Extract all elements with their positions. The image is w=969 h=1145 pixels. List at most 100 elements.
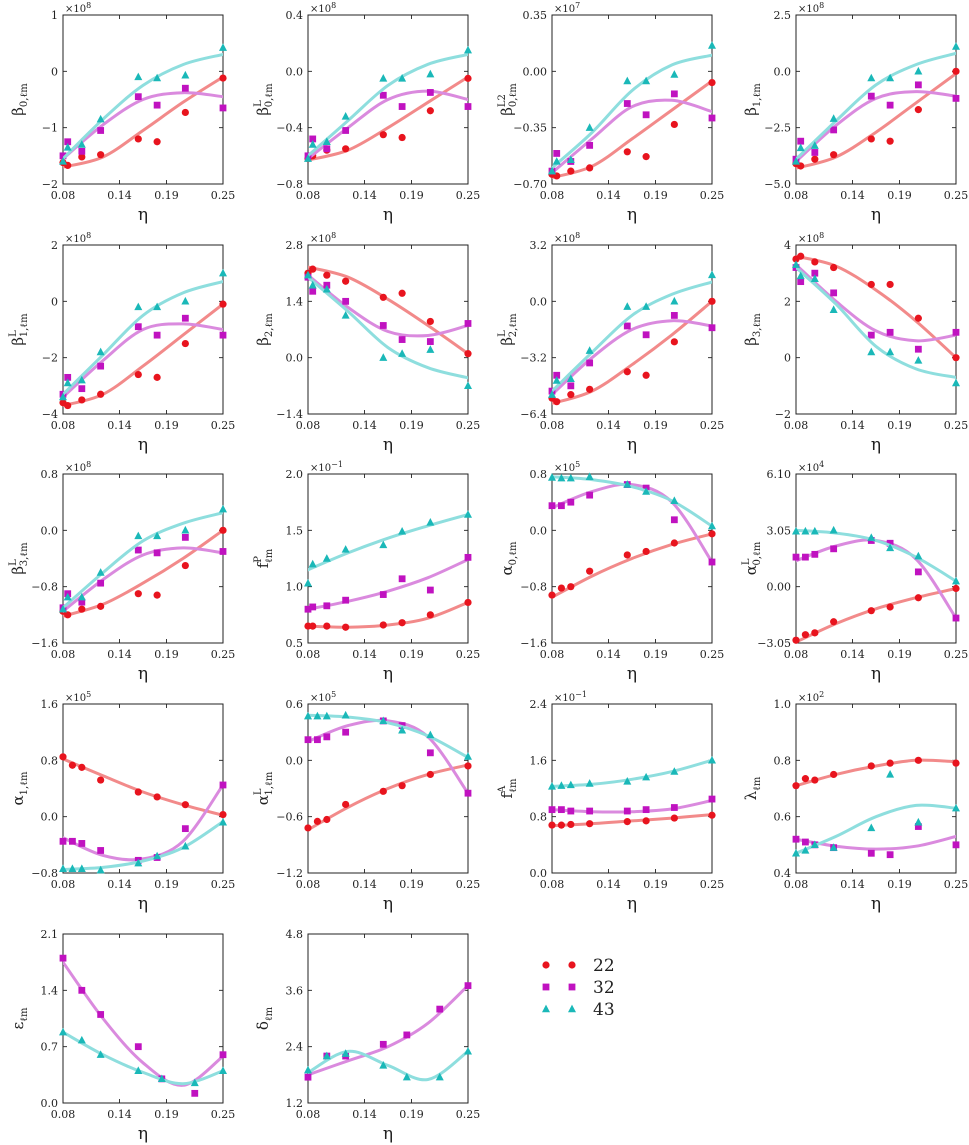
x-tick-label: 0.19 bbox=[154, 189, 179, 202]
data-point-43 bbox=[322, 284, 331, 293]
data-point-22 bbox=[567, 391, 575, 399]
x-tick-label: 0.14 bbox=[107, 1108, 132, 1121]
data-point-22 bbox=[323, 622, 331, 630]
fit-curve-22 bbox=[796, 254, 956, 360]
legend-entry-32: 32 bbox=[542, 978, 615, 998]
series-32 bbox=[59, 314, 227, 399]
data-point-22 bbox=[134, 135, 142, 143]
data-point-22 bbox=[548, 591, 556, 599]
y-axis-label: βL0,ℓm bbox=[253, 83, 275, 116]
data-point-43 bbox=[322, 1051, 331, 1060]
series-43 bbox=[304, 1046, 472, 1082]
data-point-32 bbox=[97, 1011, 105, 1018]
x-tick-label: 0.25 bbox=[456, 1108, 481, 1121]
fit-curve-32 bbox=[796, 90, 956, 163]
fit-curve-43 bbox=[308, 275, 468, 380]
x-tick-label: 0.19 bbox=[399, 419, 424, 432]
data-point-32 bbox=[642, 111, 650, 119]
data-point-22 bbox=[59, 753, 67, 761]
data-point-43 bbox=[308, 280, 317, 289]
data-point-43 bbox=[96, 568, 105, 576]
data-point-32 bbox=[97, 362, 105, 370]
fit-curve-32 bbox=[308, 89, 468, 161]
data-point-22 bbox=[323, 815, 331, 824]
data-point-32 bbox=[464, 320, 472, 327]
data-point-43 bbox=[914, 66, 923, 75]
data-point-43 bbox=[642, 487, 651, 495]
axis-multiplier: ×105 bbox=[310, 690, 336, 704]
data-point-22 bbox=[64, 611, 72, 619]
data-point-43 bbox=[952, 576, 960, 585]
data-point-43 bbox=[153, 73, 162, 82]
data-point-22 bbox=[181, 108, 189, 117]
data-point-32 bbox=[97, 579, 105, 587]
series-32 bbox=[59, 954, 227, 1097]
data-point-43 bbox=[886, 347, 895, 356]
data-point-22 bbox=[398, 619, 406, 627]
data-point-32 bbox=[567, 807, 575, 815]
y-tick-label: 0.0 bbox=[41, 1097, 59, 1110]
data-point-22 bbox=[586, 820, 594, 828]
axis-multiplier: ×107 bbox=[554, 1, 580, 15]
data-point-43 bbox=[181, 525, 190, 534]
data-point-22 bbox=[78, 153, 86, 161]
x-tick-label: 0.08 bbox=[51, 189, 76, 202]
data-point-32 bbox=[403, 1031, 411, 1039]
y-tick-label: 0.0 bbox=[286, 754, 304, 767]
data-point-43 bbox=[642, 302, 651, 310]
y-tick-label: 0.8 bbox=[530, 811, 548, 824]
data-point-32 bbox=[830, 545, 838, 553]
data-point-43 bbox=[623, 480, 632, 488]
fit-curve-32 bbox=[63, 960, 223, 1087]
data-point-22 bbox=[557, 821, 566, 829]
series-43 bbox=[304, 45, 472, 162]
data-point-32 bbox=[586, 141, 594, 149]
series-43 bbox=[548, 270, 716, 398]
subplot-18: 1.2 2.4 3.6 4.8 0.08 0.14 0.19 0.25 η δℓm bbox=[254, 928, 480, 1144]
data-point-43 bbox=[464, 381, 472, 390]
x-tick-label: 0.08 bbox=[51, 878, 76, 891]
data-point-22 bbox=[867, 762, 875, 770]
y-tick-label: 0.0 bbox=[530, 867, 548, 880]
plot-frame bbox=[795, 473, 957, 644]
data-point-32 bbox=[379, 1040, 387, 1048]
data-point-43 bbox=[670, 296, 679, 305]
fit-curve-43 bbox=[552, 280, 712, 393]
data-point-22 bbox=[548, 821, 556, 829]
data-point-43 bbox=[134, 302, 143, 311]
y-tick-label: 0.6 bbox=[774, 811, 792, 824]
fit-curve-22 bbox=[63, 75, 223, 169]
y-tick-label: −0.8 bbox=[276, 178, 303, 191]
x-tick-label: 0.25 bbox=[456, 878, 481, 891]
fit-curve-32 bbox=[796, 834, 956, 851]
data-point-43 bbox=[134, 531, 143, 540]
data-point-43 bbox=[867, 533, 876, 541]
plot-frame bbox=[551, 14, 713, 185]
x-tick-label: 0.14 bbox=[840, 189, 865, 202]
data-point-43 bbox=[548, 166, 556, 175]
data-point-22 bbox=[567, 820, 575, 829]
data-point-22 bbox=[553, 398, 561, 406]
data-point-43 bbox=[796, 143, 805, 152]
series-43 bbox=[59, 504, 227, 613]
data-point-43 bbox=[557, 781, 566, 789]
data-point-32 bbox=[426, 89, 434, 96]
data-point-22 bbox=[557, 584, 566, 592]
x-axis-label: η bbox=[627, 894, 637, 914]
y-tick-label: 0.8 bbox=[774, 754, 792, 767]
data-point-22 bbox=[342, 623, 350, 631]
x-tick-label: 0.14 bbox=[840, 419, 865, 432]
fit-curve-43 bbox=[63, 820, 223, 871]
y-axis-label: α0,ℓm bbox=[498, 541, 519, 575]
data-point-43 bbox=[552, 157, 561, 165]
x-tick-label: 0.19 bbox=[643, 878, 668, 891]
y-axis-label: β0,ℓm bbox=[9, 83, 30, 116]
data-point-22 bbox=[811, 776, 819, 784]
data-point-43 bbox=[801, 846, 810, 854]
data-point-32 bbox=[59, 152, 67, 160]
axis-multiplier: ×108 bbox=[798, 231, 824, 245]
data-point-22 bbox=[342, 145, 350, 153]
x-tick-label: 0.14 bbox=[107, 419, 132, 432]
x-tick-label: 0.25 bbox=[944, 648, 969, 661]
data-point-32 bbox=[886, 539, 894, 547]
